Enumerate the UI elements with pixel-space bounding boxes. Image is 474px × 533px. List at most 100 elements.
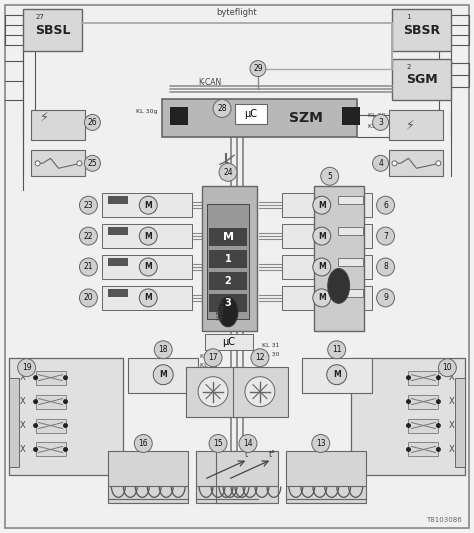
Bar bbox=[23, 9, 82, 51]
Bar bbox=[202, 186, 257, 331]
Text: 18: 18 bbox=[158, 345, 168, 354]
Circle shape bbox=[77, 161, 82, 166]
Bar bbox=[351, 358, 465, 475]
Bar bbox=[216, 451, 278, 503]
Circle shape bbox=[436, 375, 441, 380]
Text: X: X bbox=[20, 421, 26, 430]
Text: SZM: SZM bbox=[289, 111, 323, 125]
Text: 21: 21 bbox=[84, 262, 93, 271]
Text: M: M bbox=[222, 232, 234, 242]
Text: X: X bbox=[20, 445, 26, 454]
Circle shape bbox=[219, 163, 237, 181]
Text: 1: 1 bbox=[406, 14, 411, 20]
Bar bbox=[233, 367, 288, 417]
Text: M: M bbox=[145, 262, 152, 271]
Circle shape bbox=[376, 258, 394, 276]
Text: t°: t° bbox=[245, 450, 252, 459]
Text: ⚡: ⚡ bbox=[406, 119, 415, 132]
Circle shape bbox=[313, 258, 331, 276]
Bar bbox=[36, 442, 65, 456]
Bar bbox=[409, 442, 438, 456]
Circle shape bbox=[80, 227, 98, 245]
Bar bbox=[209, 272, 247, 290]
Text: SBSL: SBSL bbox=[35, 24, 70, 37]
Ellipse shape bbox=[328, 269, 350, 303]
Bar bbox=[205, 334, 253, 350]
Circle shape bbox=[80, 258, 98, 276]
Text: 5: 5 bbox=[327, 172, 332, 181]
Bar bbox=[302, 358, 372, 393]
Text: M: M bbox=[318, 232, 326, 240]
Text: KL 31: KL 31 bbox=[262, 343, 280, 348]
Text: 14: 14 bbox=[243, 439, 253, 448]
Text: KL 31: KL 31 bbox=[200, 354, 218, 359]
Circle shape bbox=[251, 349, 269, 367]
Bar bbox=[282, 224, 372, 248]
Text: 12: 12 bbox=[255, 353, 264, 362]
Text: K-Bus: K-Bus bbox=[217, 300, 226, 320]
Circle shape bbox=[313, 289, 331, 307]
Circle shape bbox=[313, 227, 331, 245]
Text: X: X bbox=[448, 397, 454, 406]
Bar bbox=[282, 193, 372, 217]
Text: byteflight: byteflight bbox=[217, 8, 257, 17]
Circle shape bbox=[436, 399, 441, 404]
Circle shape bbox=[373, 155, 389, 171]
Text: 24: 24 bbox=[223, 168, 233, 177]
Circle shape bbox=[328, 341, 346, 359]
Bar bbox=[31, 150, 85, 176]
Bar bbox=[102, 286, 192, 310]
Circle shape bbox=[63, 447, 68, 452]
Text: M: M bbox=[145, 232, 152, 240]
Text: μC: μC bbox=[222, 337, 236, 347]
Circle shape bbox=[406, 447, 411, 452]
Circle shape bbox=[33, 423, 38, 428]
Circle shape bbox=[376, 227, 394, 245]
Circle shape bbox=[436, 447, 441, 452]
Circle shape bbox=[84, 115, 100, 131]
Text: KL 31: KL 31 bbox=[368, 124, 385, 129]
Text: 25: 25 bbox=[88, 159, 97, 168]
Circle shape bbox=[80, 196, 98, 214]
Bar bbox=[109, 289, 128, 297]
Text: 22: 22 bbox=[84, 232, 93, 240]
Text: M: M bbox=[145, 293, 152, 302]
Text: t°: t° bbox=[268, 450, 275, 459]
Text: M: M bbox=[318, 201, 326, 209]
Bar bbox=[186, 367, 241, 417]
Circle shape bbox=[213, 100, 231, 117]
Circle shape bbox=[376, 289, 394, 307]
Text: 27: 27 bbox=[35, 14, 44, 20]
Text: ⚡: ⚡ bbox=[40, 111, 49, 124]
Circle shape bbox=[154, 341, 172, 359]
Text: X: X bbox=[448, 445, 454, 454]
Bar bbox=[109, 451, 188, 503]
Text: 11: 11 bbox=[332, 345, 341, 354]
Text: 3: 3 bbox=[225, 298, 231, 308]
Bar bbox=[389, 150, 443, 176]
Circle shape bbox=[312, 434, 330, 453]
Text: K-CAN: K-CAN bbox=[199, 78, 222, 87]
Circle shape bbox=[209, 434, 227, 453]
Text: X: X bbox=[20, 373, 26, 382]
Text: 2: 2 bbox=[225, 276, 231, 286]
Bar bbox=[162, 100, 356, 138]
Text: KL 30: KL 30 bbox=[200, 363, 218, 368]
Circle shape bbox=[376, 196, 394, 214]
Circle shape bbox=[35, 161, 40, 166]
Text: 3: 3 bbox=[378, 118, 383, 127]
Text: T8103086: T8103086 bbox=[426, 517, 461, 523]
Circle shape bbox=[392, 161, 397, 166]
Bar bbox=[36, 370, 65, 385]
Circle shape bbox=[33, 375, 38, 380]
Bar bbox=[337, 289, 363, 297]
Bar bbox=[286, 451, 365, 503]
Circle shape bbox=[406, 399, 411, 404]
Circle shape bbox=[134, 434, 152, 453]
Circle shape bbox=[204, 349, 222, 367]
Circle shape bbox=[80, 289, 98, 307]
Text: 7: 7 bbox=[383, 232, 388, 240]
Text: X: X bbox=[20, 397, 26, 406]
Text: 20: 20 bbox=[83, 293, 93, 302]
Text: 9: 9 bbox=[383, 293, 388, 302]
